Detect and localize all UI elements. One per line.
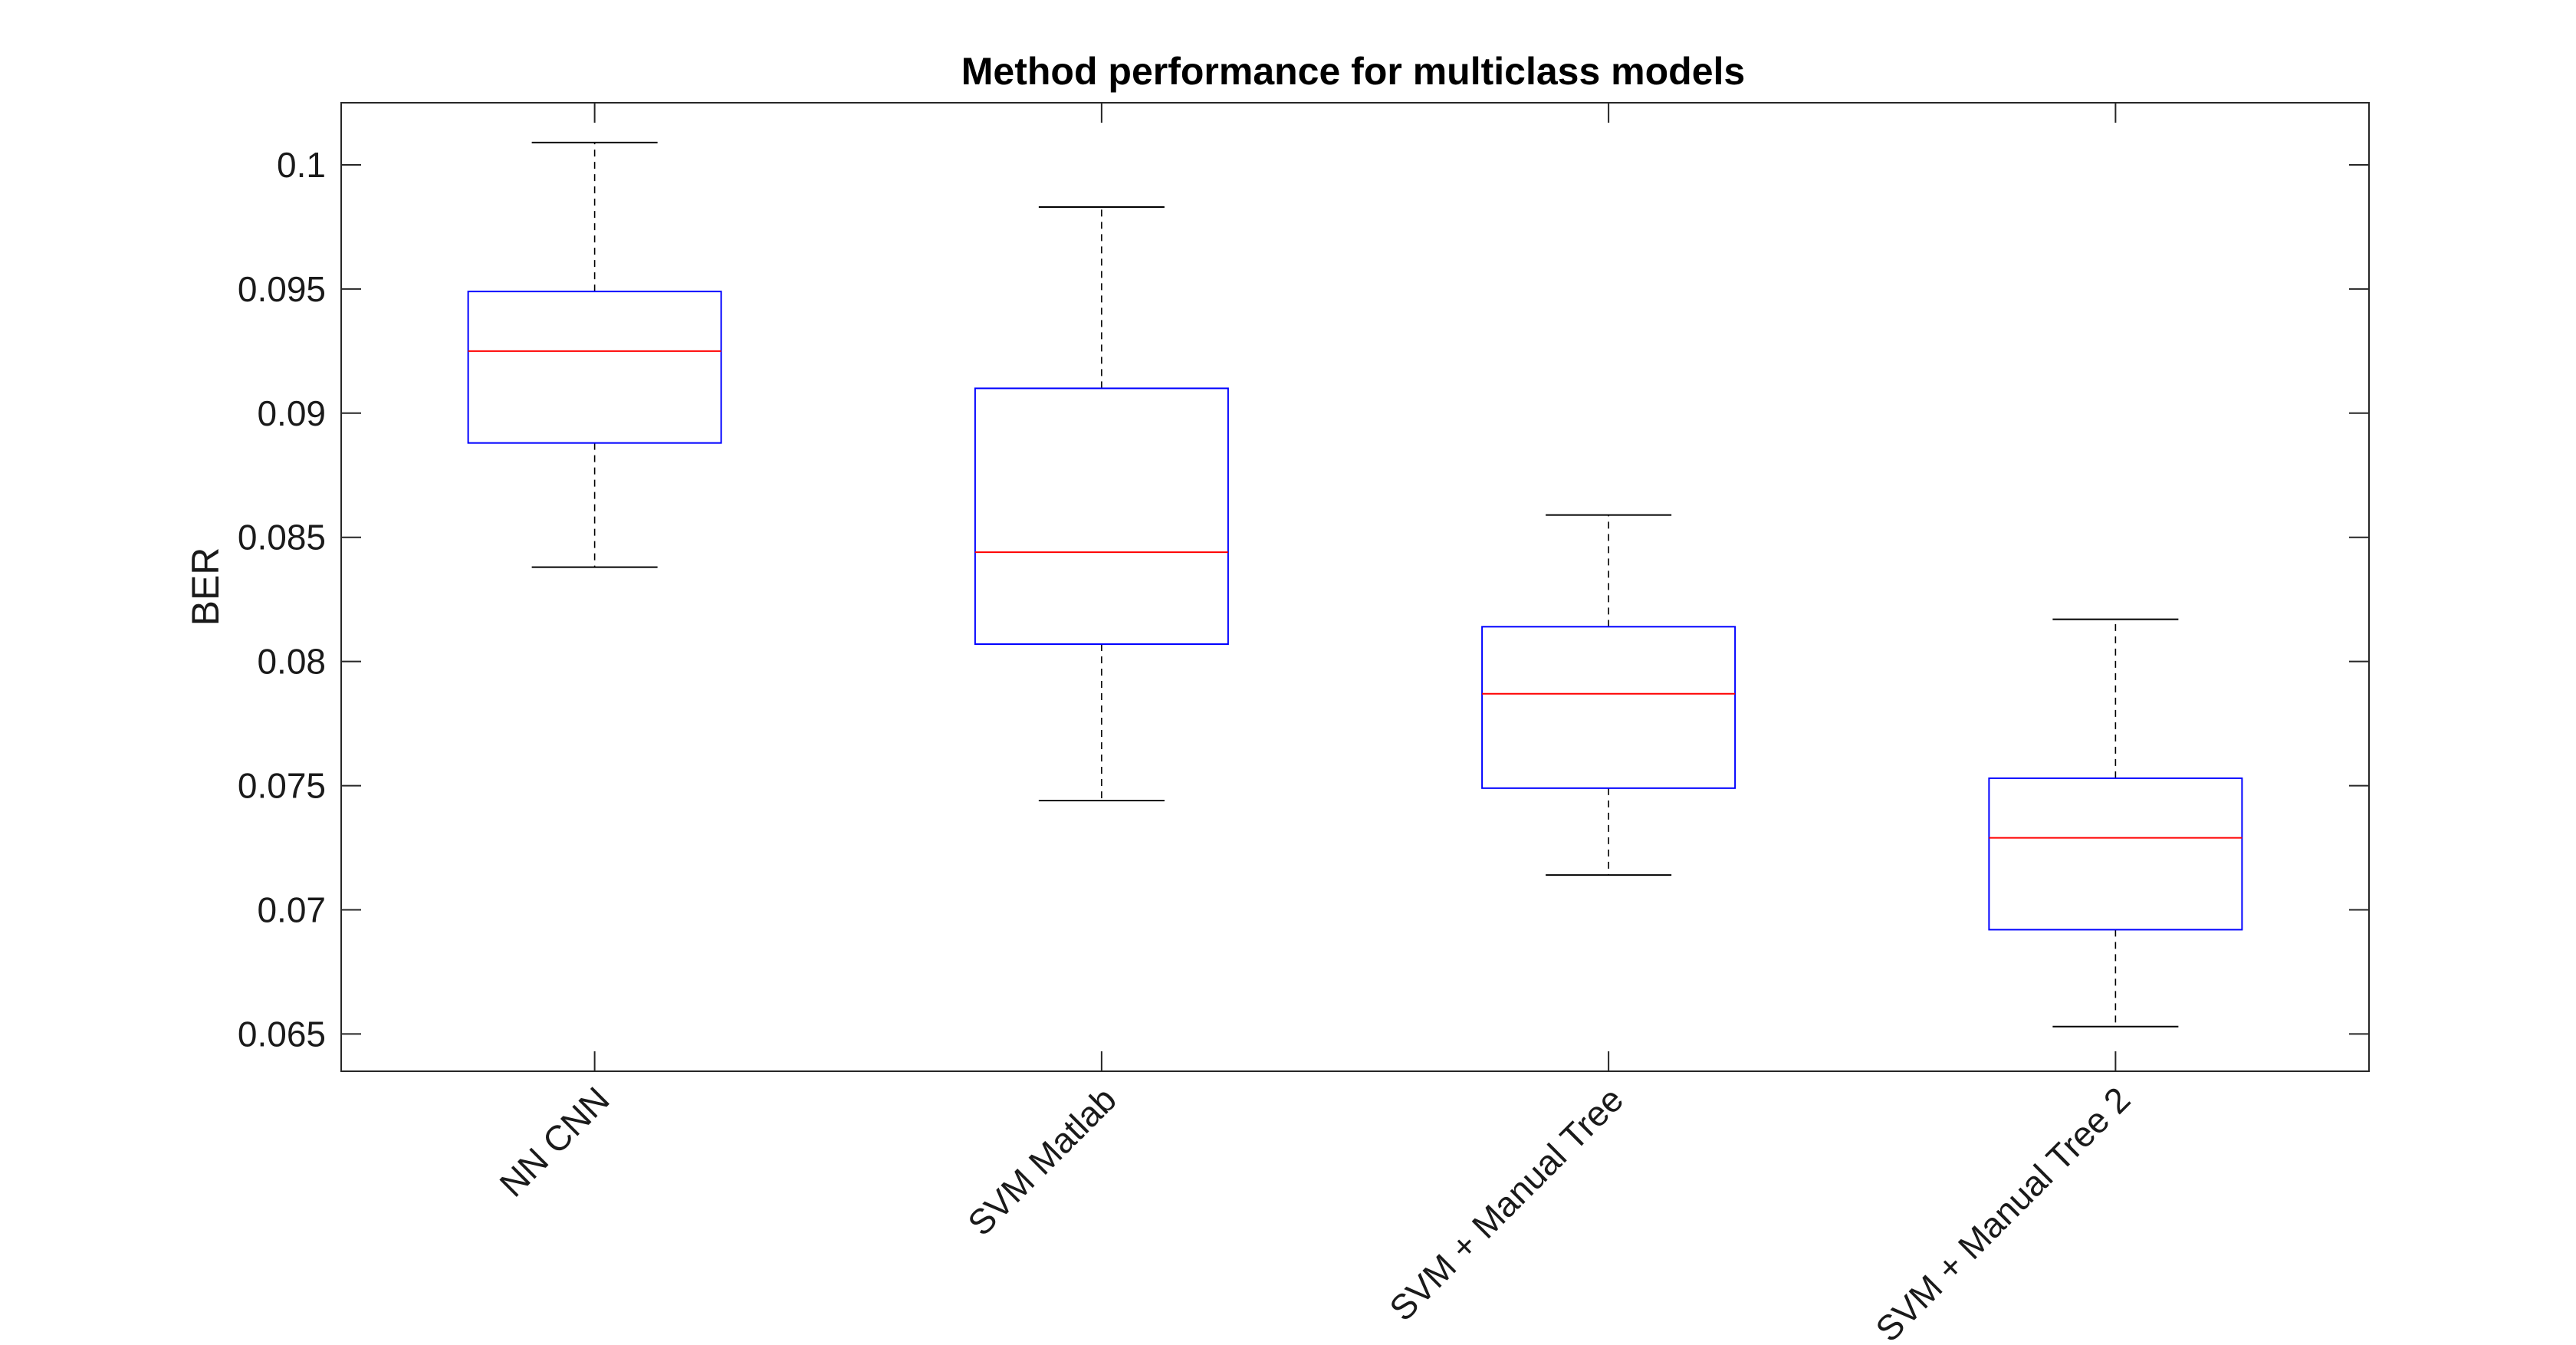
y-tick-label: 0.08 xyxy=(257,642,326,682)
y-tick-label: 0.1 xyxy=(277,145,326,185)
y-tick-label: 0.085 xyxy=(238,518,326,557)
box-iqr xyxy=(974,387,1229,645)
box-iqr xyxy=(1481,626,1737,789)
y-tick-label: 0.07 xyxy=(257,890,326,930)
chart-title: Method performance for multiclass models xyxy=(961,50,1745,93)
box-iqr xyxy=(467,291,722,444)
y-tick-label: 0.095 xyxy=(238,269,326,309)
y-tick-label: 0.075 xyxy=(238,766,326,806)
axes-frame xyxy=(340,102,2370,1072)
y-tick-label: 0.065 xyxy=(238,1014,326,1054)
y-axis-label: BER xyxy=(184,548,227,626)
y-tick-label: 0.09 xyxy=(257,393,326,433)
box-iqr xyxy=(1988,777,2243,931)
